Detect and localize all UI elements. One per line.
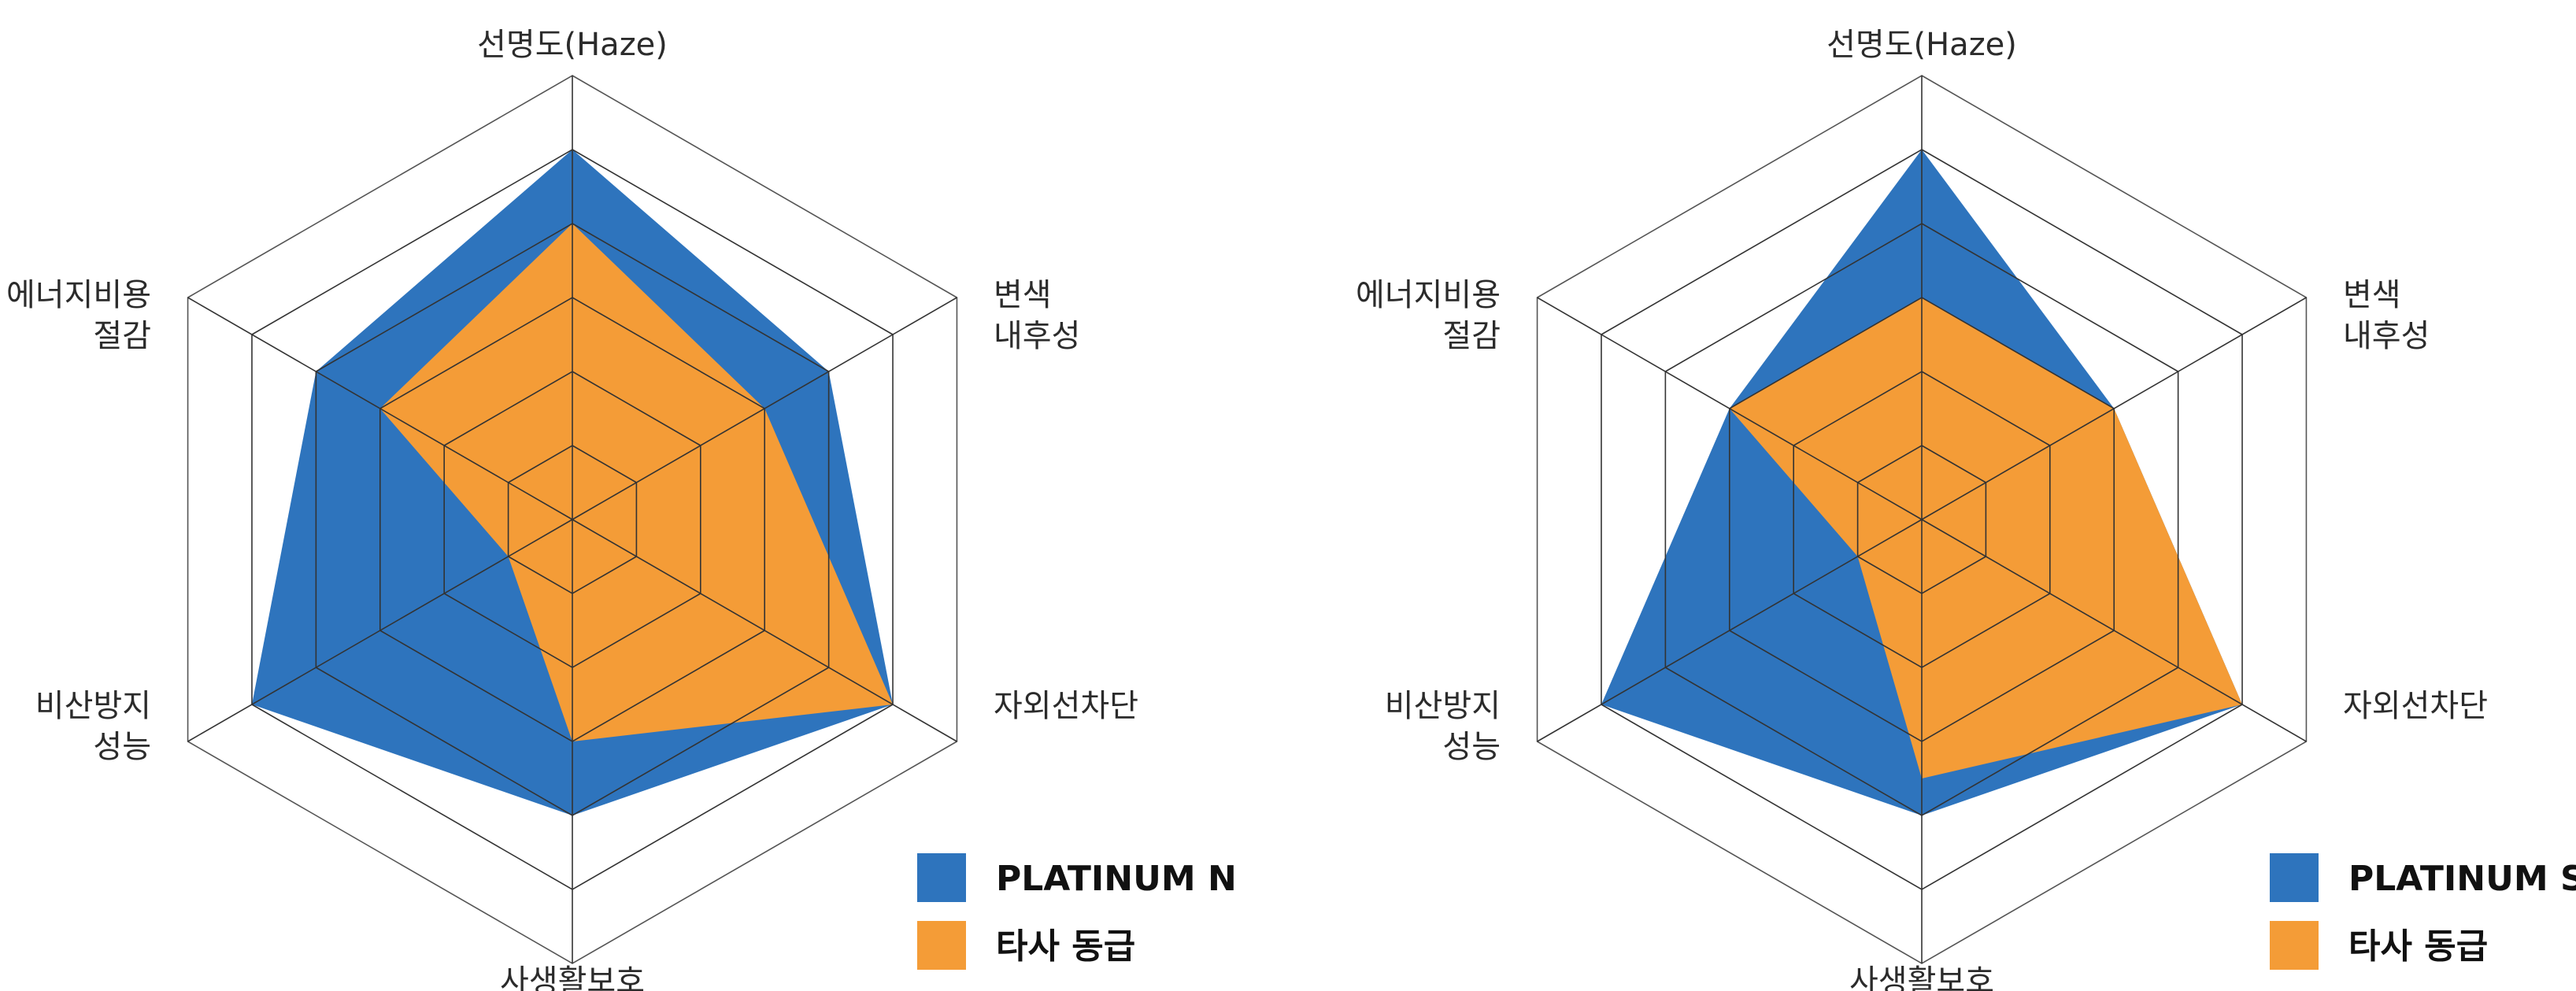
legend-swatch-1 — [917, 853, 966, 902]
axis-label-4: 사생활보호 — [1849, 963, 1994, 991]
legend-label-2: 타사 동급 — [2348, 926, 2488, 967]
radar-spoke — [1921, 519, 2307, 742]
axis-label-5: 비산방지 성능 — [35, 688, 151, 765]
axis-label-2: 변색 내후성 — [994, 277, 1080, 354]
legend-label-2: 타사 동급 — [996, 926, 1135, 967]
axis-label-3: 자외선차단 — [2343, 688, 2488, 724]
radar-spoke — [572, 297, 957, 520]
legend-swatch-1 — [2270, 853, 2319, 902]
axis-label-6: 에너지비용 절감 — [6, 277, 151, 354]
legend-swatch-2 — [917, 921, 966, 970]
legend-label-1: PLATINUM N — [996, 859, 1237, 899]
axis-label-5: 비산방지 성능 — [1385, 688, 1501, 765]
axis-label-2: 변색 내후성 — [2343, 277, 2430, 354]
radar-spoke — [572, 519, 957, 742]
axis-label-1: 선명도(Haze) — [477, 27, 668, 63]
radar-spoke — [1537, 519, 1923, 742]
legend-label-1: PLATINUM S — [2348, 859, 2576, 899]
axis-label-3: 자외선차단 — [994, 688, 1138, 724]
axis-label-1: 선명도(Haze) — [1827, 27, 2017, 63]
axis-label-4: 사생활보호 — [500, 963, 645, 991]
radar-spoke — [1921, 297, 2307, 520]
legend-swatch-2 — [2270, 921, 2319, 970]
axis-label-6: 에너지비용 절감 — [1356, 277, 1501, 354]
radar-spoke — [187, 519, 573, 742]
radar-spoke — [1537, 297, 1923, 520]
radar-spoke — [187, 297, 573, 520]
